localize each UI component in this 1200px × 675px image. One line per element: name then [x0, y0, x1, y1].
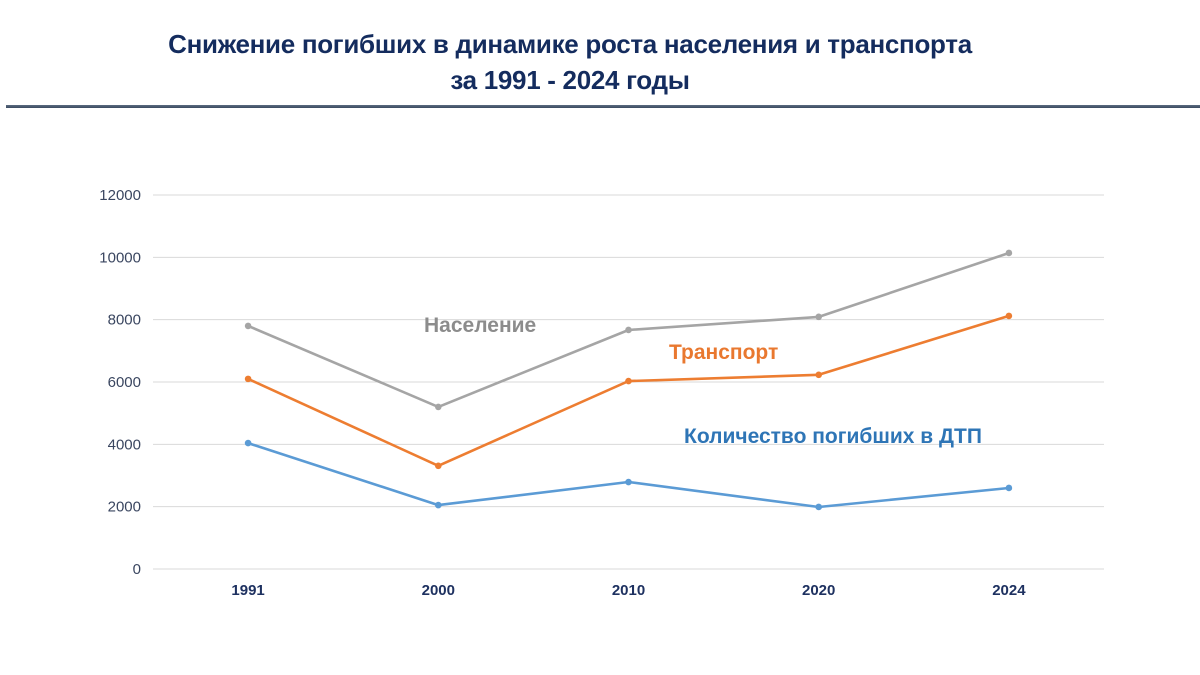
data-point [1005, 249, 1013, 257]
y-tick-label: 6000 [108, 374, 141, 391]
data-point [435, 501, 442, 509]
annotation-transport: Транспорт [669, 341, 778, 364]
data-point [625, 377, 632, 385]
x-tick-label: 2000 [422, 582, 455, 599]
title-line-2: за 1991 - 2024 годы [450, 65, 690, 95]
title-line-1: Снижение погибших в динамике роста насел… [168, 29, 972, 59]
data-point [1005, 312, 1013, 320]
data-point [244, 322, 252, 330]
data-point [815, 313, 822, 321]
series-line-2 [247, 441, 1010, 509]
x-axis-ticks: 1991 2000 2010 2020 2024 [231, 582, 1026, 599]
annotation-deaths: Количество погибших в ДТП [684, 425, 982, 448]
data-point [625, 478, 632, 486]
data-point [815, 503, 822, 511]
y-tick-label: 2000 [108, 499, 141, 516]
x-tick-label: 2024 [992, 582, 1026, 599]
y-tick-label: 4000 [108, 436, 141, 453]
data-point [815, 371, 822, 379]
x-tick-label: 2010 [612, 582, 645, 599]
y-tick-label: 8000 [108, 312, 141, 329]
y-axis-ticks: 0 2000 4000 6000 8000 10000 12000 [99, 187, 141, 578]
data-point [244, 439, 252, 447]
annotation-population: Население [424, 314, 536, 337]
data-point [625, 326, 632, 334]
y-tick-label: 0 [133, 561, 141, 578]
data-point [435, 403, 442, 411]
chart-title: Снижение погибших в динамике роста насел… [0, 26, 1140, 98]
data-point [1005, 484, 1013, 492]
y-tick-label: 12000 [99, 187, 141, 204]
x-tick-label: 1991 [231, 582, 264, 599]
data-point [244, 375, 252, 383]
x-tick-label: 2020 [802, 582, 835, 599]
title-divider [6, 105, 1200, 108]
data-point [435, 462, 442, 470]
series-points [244, 249, 1013, 511]
series-annotations: Население Транспорт Количество погибших … [424, 314, 982, 448]
y-tick-label: 10000 [99, 249, 141, 266]
